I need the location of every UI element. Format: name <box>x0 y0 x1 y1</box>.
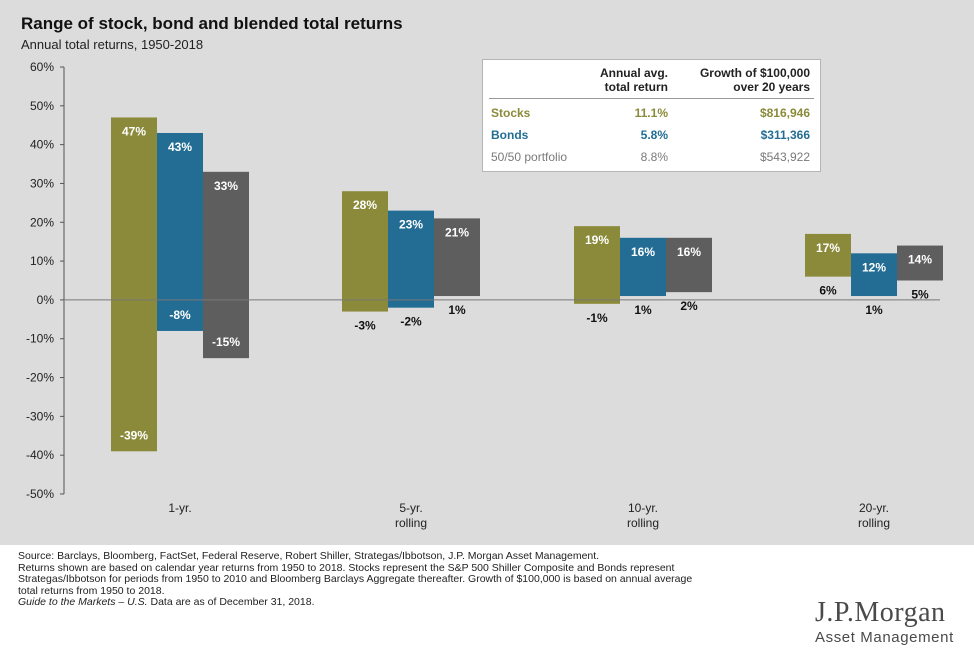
footnote-line1: Returns shown are based on calendar year… <box>18 561 675 574</box>
bar-50-50-portfolio-2 <box>666 237 712 293</box>
y-tick-label-10: -40% <box>26 448 54 462</box>
legend-name-0: Stocks <box>491 106 531 120</box>
y-tick-label-9: -30% <box>26 409 54 423</box>
bar-max-label-2-1: 21% <box>445 225 469 239</box>
header-annual-return: Annual avg. total return <box>573 66 668 94</box>
legend-growth-0: $816,946 <box>759 106 810 120</box>
bar-min-label-2-1: 1% <box>448 303 466 317</box>
y-tick-label-2: 40% <box>30 138 54 152</box>
y-tick-label-5: 10% <box>30 254 54 268</box>
footnote-line2: Strategas/Ibbotson for periods from 1950… <box>18 573 693 585</box>
bar-stocks-0 <box>111 117 157 452</box>
legend-name-1: Bonds <box>491 128 529 142</box>
bar-min-label-1-1: -2% <box>400 315 422 329</box>
bar-min-label-0-2: -1% <box>586 311 608 325</box>
guide-date: Data are as of December 31, 2018. <box>147 596 315 608</box>
range-bar-chart: 60% 50% 40% 30% 20% 10% 0% -10% -20% -30% -40% -50%… <box>26 60 943 530</box>
legend-growth-1: $311,366 <box>760 128 810 142</box>
y-tick-label-3: 30% <box>30 176 54 190</box>
x-category-label-3-0: 20-yr. <box>859 501 889 515</box>
legend-annual-0: 11.1% <box>634 106 668 120</box>
bar-bonds-0 <box>157 132 203 331</box>
bar-max-label-1-1: 23% <box>399 218 423 232</box>
bar-max-label-0-0: 47% <box>122 124 146 138</box>
guide-title: Guide to the Markets – U.S. <box>18 596 148 608</box>
bar-max-label-1-0: 43% <box>168 140 192 154</box>
bar-max-label-0-1: 28% <box>353 198 377 212</box>
chart-subtitle: Annual total returns, 1950-2018 <box>21 37 204 52</box>
legend-annual-2: 8.8% <box>640 150 668 164</box>
table-header-divider <box>489 98 814 99</box>
bar-bonds-3 <box>851 253 897 297</box>
y-tick-label-1: 50% <box>30 99 54 113</box>
x-category-label-3-1: rolling <box>858 516 890 530</box>
bar-min-label-0-0: -39% <box>120 428 148 442</box>
bar-50-50-portfolio-3 <box>897 245 943 281</box>
bar-bonds-2 <box>620 237 666 297</box>
bar-min-label-2-3: 5% <box>911 288 929 302</box>
bar-min-label-0-3: 6% <box>819 284 837 298</box>
bar-min-label-2-2: 2% <box>680 299 698 313</box>
logo-subtitle: Asset Management <box>815 629 954 646</box>
footnote-guide: Guide to the Markets – U.S. Data are as … <box>18 596 788 609</box>
x-category-label-2-1: rolling <box>627 516 659 530</box>
bar-max-label-2-0: 33% <box>214 179 238 193</box>
x-category-label-0-0: 1-yr. <box>168 501 191 515</box>
bar-min-label-1-2: 1% <box>634 303 652 317</box>
y-tick-label-11: -50% <box>26 487 54 501</box>
bar-min-label-1-0: -8% <box>169 308 191 322</box>
bar-min-label-0-1: -3% <box>354 319 376 333</box>
legend-growth-2: $543,922 <box>759 150 810 164</box>
bar-min-label-1-3: 1% <box>865 303 883 317</box>
bar-bonds-1 <box>388 210 434 308</box>
chart-title: Range of stock, bond and blended total r… <box>21 14 403 33</box>
bar-max-label-1-3: 12% <box>862 260 886 274</box>
y-tick-label-0: 60% <box>30 60 54 74</box>
bar-50-50-portfolio-0 <box>203 171 249 359</box>
y-tick-label-6: 0% <box>37 293 55 307</box>
bar-stocks-3 <box>805 233 851 277</box>
y-tick-label-7: -10% <box>26 332 54 346</box>
jpmorgan-logo: J.P.Morgan Asset Management <box>815 597 954 647</box>
bar-max-label-1-2: 16% <box>631 245 655 259</box>
x-category-label-1-0: 5-yr. <box>399 501 422 515</box>
bar-max-label-2-3: 14% <box>908 253 932 267</box>
legend-annual-1: 5.8% <box>640 128 668 142</box>
bar-min-label-2-0: -15% <box>212 335 240 349</box>
header-annual-line1: Annual avg. <box>599 66 668 80</box>
x-category-label-2-0: 10-yr. <box>628 501 658 515</box>
header-growth: Growth of $100,000 over 20 years <box>673 66 810 94</box>
bar-max-label-0-3: 17% <box>816 241 840 255</box>
x-category-label-1-1: rolling <box>395 516 427 530</box>
bar-stocks-1 <box>342 191 388 312</box>
bar-stocks-2 <box>574 226 620 304</box>
y-tick-label-8: -20% <box>26 371 54 385</box>
header-growth-line2: over 20 years <box>733 80 810 94</box>
logo-wordmark: J.P.Morgan <box>815 597 946 628</box>
footnote-line3: total returns from 1950 to 2018. <box>18 584 165 597</box>
chart-footnotes: Source: Barclays, Bloomberg, FactSet, Fe… <box>18 550 788 609</box>
header-growth-line1: Growth of $100,000 <box>699 66 810 80</box>
footnote-source: Source: Barclays, Bloomberg, FactSet, Fe… <box>18 550 600 562</box>
bar-50-50-portfolio-1 <box>434 218 480 297</box>
header-annual-line2: total return <box>604 80 668 94</box>
legend-name-2: 50/50 portfolio <box>491 150 568 164</box>
bar-max-label-2-2: 16% <box>677 245 701 259</box>
returns-summary-table: Annual avg. total return Growth of $100,… <box>482 59 821 172</box>
y-tick-label-4: 20% <box>30 215 54 229</box>
bar-max-label-0-2: 19% <box>585 233 609 247</box>
